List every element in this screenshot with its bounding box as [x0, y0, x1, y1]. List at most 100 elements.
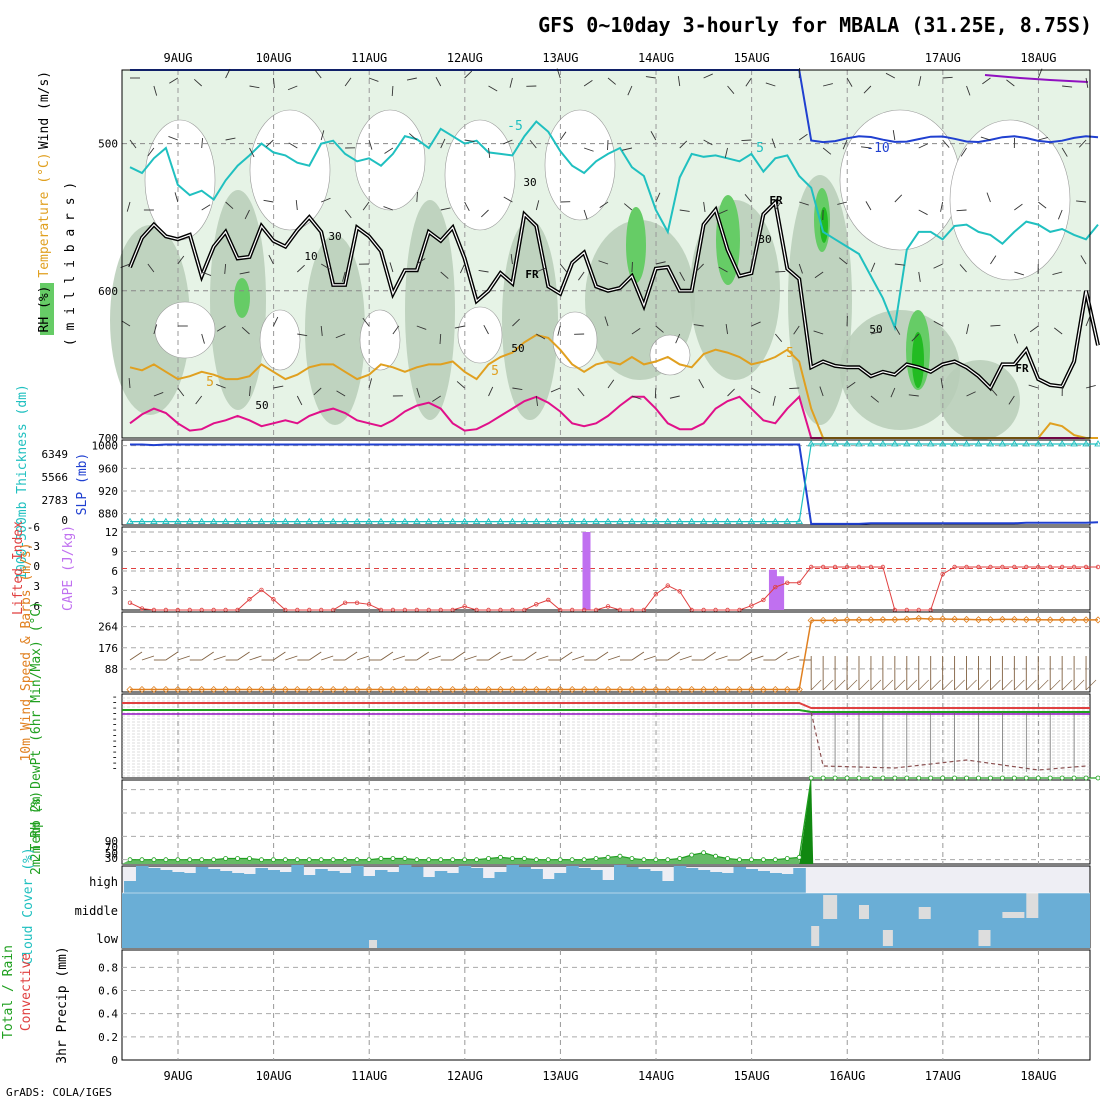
slp-panel-frame — [121, 439, 1091, 526]
upper-wind-barb — [440, 271, 449, 279]
thickness-marker — [891, 440, 899, 447]
upper-wind-barb — [959, 264, 967, 273]
upper-wind-barb — [819, 386, 824, 397]
upper-wind-barb — [751, 387, 761, 394]
upper-wind-barb — [454, 325, 465, 329]
thickness-marker — [126, 517, 134, 525]
thickness-marker — [257, 517, 266, 525]
upper-wind-barb — [798, 133, 808, 141]
wind-speed-marker — [126, 685, 134, 694]
wind-speed-marker — [437, 685, 445, 694]
cape-tick-label: 12 — [105, 526, 118, 539]
thickness-marker — [281, 517, 290, 525]
precip-tick-label: 0.6 — [98, 985, 118, 998]
wind-speed-marker — [783, 685, 791, 694]
thickness-tick-label: 0 — [61, 514, 68, 527]
lifted-index-marker — [653, 592, 659, 597]
thickness-marker — [855, 440, 863, 447]
rh2m-marker — [653, 857, 659, 863]
upper-wind-barb — [918, 143, 928, 149]
upper-wind-barb — [384, 147, 394, 154]
upper-wind-barb — [990, 387, 998, 396]
rh2m-marker — [390, 856, 396, 861]
wind-speed-marker — [747, 685, 755, 694]
rh2m-tick-label: 70 — [105, 841, 118, 854]
wind-axis-label: 10m Wind Speed & Barbs (m/s) — [19, 542, 34, 761]
thickness-marker — [962, 440, 971, 447]
lifted-index-marker — [1000, 564, 1005, 570]
cloud-high-bar — [124, 881, 137, 893]
upper-wind-barb — [1038, 136, 1049, 141]
pressure-tick-label: 600 — [98, 285, 118, 298]
cloud-high-bar — [219, 871, 233, 893]
thickness-marker — [317, 517, 326, 525]
upper-wind-barb — [1085, 316, 1091, 327]
cloud-high-bar — [721, 873, 735, 893]
bottom-date-label: 14AUG — [638, 1069, 674, 1083]
upper-wind-barb — [865, 201, 872, 211]
lifted-index-tick-label: -6 — [27, 521, 40, 534]
thickness-marker — [496, 517, 505, 525]
cloud-high-bar — [625, 867, 639, 893]
upper-wind-barb — [296, 395, 303, 406]
thickness-marker — [747, 517, 756, 525]
cloud-gap — [823, 895, 838, 919]
rh2m-marker — [868, 775, 874, 781]
thickness-marker — [1082, 440, 1090, 447]
wind-speed-marker — [293, 685, 301, 694]
rh-dry-area — [457, 306, 503, 364]
cloud-high-bar — [494, 872, 508, 893]
upper-wind-barb — [908, 394, 919, 397]
thickness-marker — [353, 517, 361, 525]
upper-wind-barb — [392, 325, 400, 335]
surface-wind-barb — [715, 655, 728, 661]
precip-tick-label: 0.4 — [98, 1008, 118, 1021]
isotherm-purple — [984, 74, 1089, 83]
rh2m-marker — [940, 775, 946, 781]
cloud-low-mid-fill — [122, 893, 1090, 948]
lifted-index-marker — [665, 583, 670, 588]
cape-tick-label: 3 — [111, 585, 118, 598]
upper-wind-barb — [464, 70, 473, 79]
top-date-label: 17AUG — [925, 51, 961, 65]
rh2m-marker — [510, 856, 515, 861]
rh-moist-area — [305, 235, 365, 425]
wind-speed-marker — [604, 685, 612, 694]
upper-wind-barb — [990, 255, 997, 265]
rh-very-high-area — [912, 332, 924, 388]
upper-wind-barb — [416, 325, 427, 330]
upper-wind-barb — [512, 318, 520, 327]
lifted-index-marker — [749, 603, 754, 608]
upper-wind-barb — [718, 266, 728, 273]
upper-wind-barb — [696, 263, 704, 272]
millibars-axis-label: ( m i l l i b a r s ) — [63, 182, 78, 346]
wind-speed-marker — [771, 685, 779, 694]
rh-dry-area — [359, 309, 401, 371]
wind-speed-marker — [269, 685, 277, 694]
surface-wind-barb — [452, 651, 465, 661]
wind-speed-marker — [652, 685, 660, 694]
bottom-date-label: 17AUG — [925, 1069, 961, 1083]
upper-wind-barb — [813, 330, 824, 335]
thickness-marker — [508, 517, 517, 525]
upper-wind-barb — [557, 325, 561, 336]
rh-contour-label: 50 — [255, 399, 268, 412]
upper-wind-barb — [703, 201, 706, 212]
cloud-gap — [978, 930, 991, 946]
upper-wind-barb — [536, 333, 546, 340]
upper-wind-barb — [846, 77, 853, 87]
thickness-marker — [150, 517, 158, 525]
upper-wind-barb — [604, 316, 609, 327]
lifted-index-line — [129, 566, 1098, 611]
upper-wind-barb — [193, 78, 203, 87]
rh2m-marker — [1047, 775, 1053, 781]
wind-speed-marker — [496, 685, 505, 694]
cloud-high-bar — [315, 869, 328, 893]
cloud-high-bar — [590, 870, 603, 893]
rh-contour-label: 30 — [328, 230, 341, 243]
upper-wind-barb — [320, 130, 325, 141]
upper-wind-barb — [940, 201, 944, 212]
upper-wind-barb — [679, 271, 685, 281]
thickness-marker — [998, 440, 1007, 447]
tmax-line — [122, 702, 1090, 709]
